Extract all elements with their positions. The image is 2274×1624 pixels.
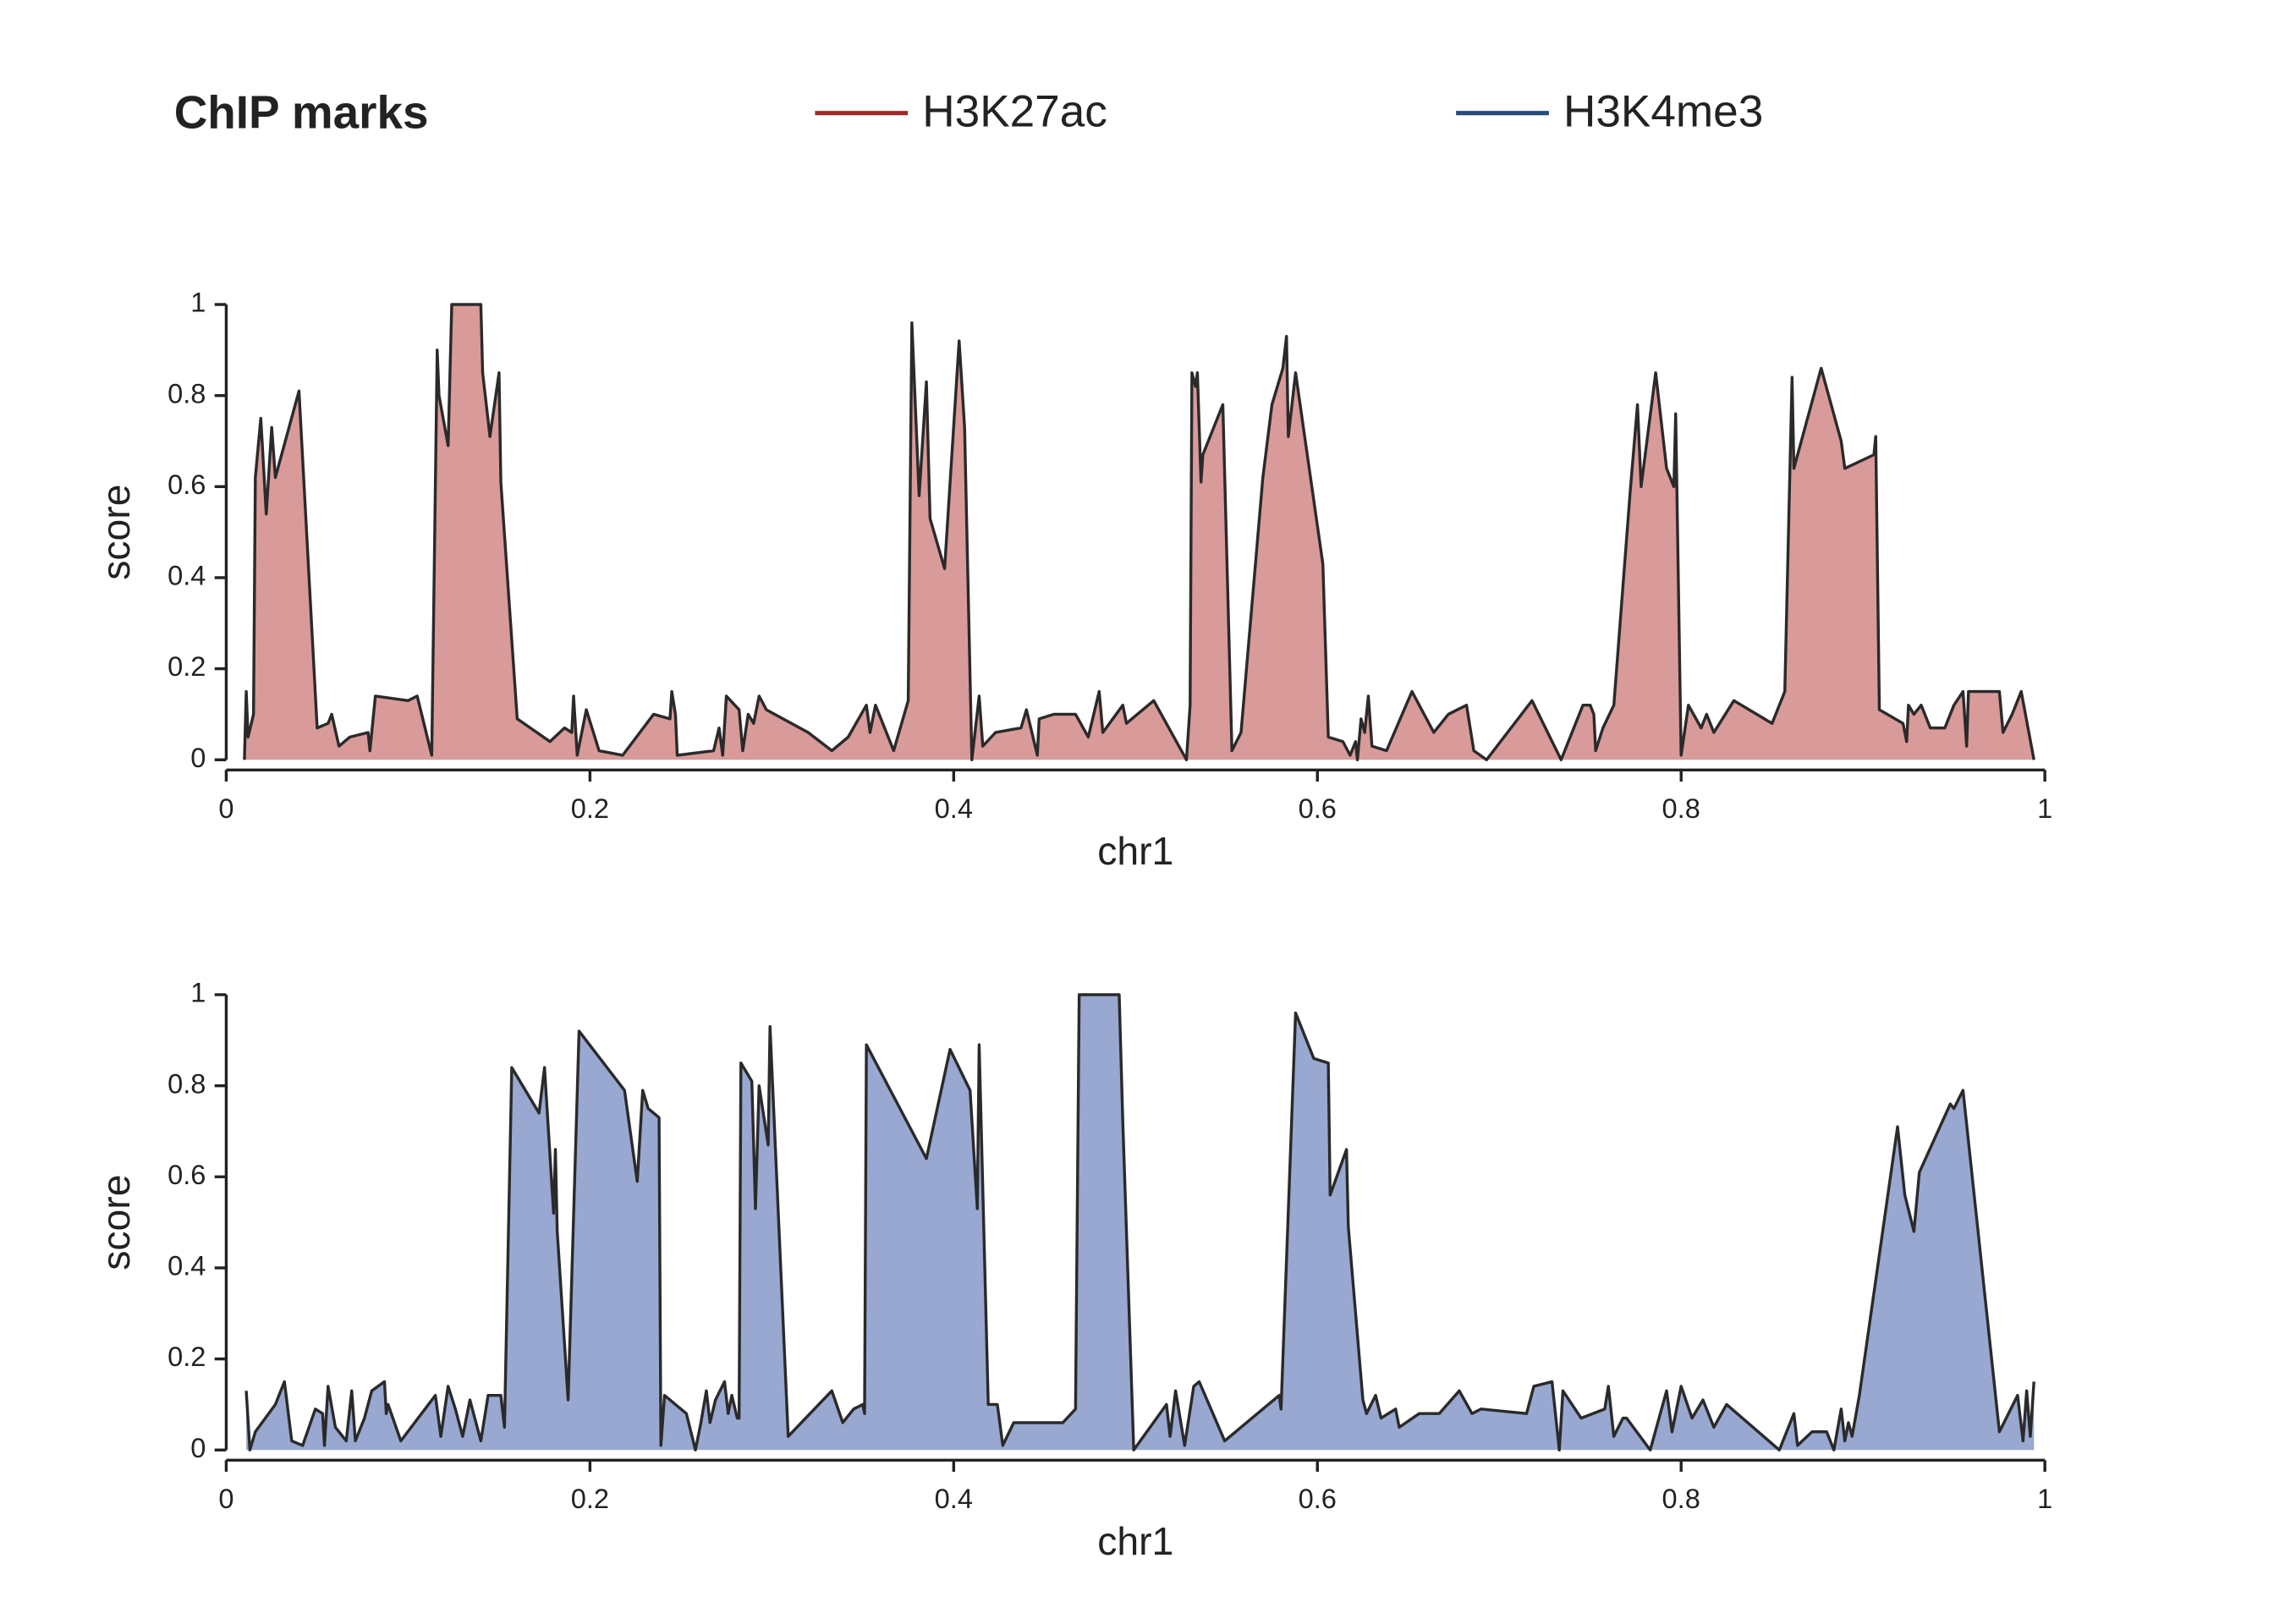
x-tick-label: 1: [2037, 1484, 2052, 1514]
x-tick-label: 0.4: [935, 793, 973, 824]
x-tick-label: 1: [2037, 793, 2052, 824]
y-tick-label: 0.6: [168, 469, 206, 500]
x-axis-label: chr1: [1097, 1519, 1173, 1563]
x-tick-label: 0.2: [571, 793, 609, 824]
x-tick-label: 0.6: [1299, 793, 1337, 824]
y-axis-label: score: [94, 1175, 138, 1270]
y-tick-label: 1: [190, 978, 206, 1008]
x-tick-label: 0: [218, 793, 233, 824]
x-tick-label: 0.2: [571, 1484, 609, 1514]
legend-label: H3K27ac: [922, 86, 1107, 136]
y-tick-label: 0.4: [168, 561, 206, 591]
y-tick-label: 0.2: [168, 1341, 206, 1372]
x-tick-label: 0.8: [1662, 793, 1700, 824]
y-axis-label: score: [94, 485, 138, 580]
y-tick-label: 0.8: [168, 1068, 206, 1099]
area: [246, 995, 2035, 1451]
y-tick-label: 0: [190, 743, 206, 773]
y-tick-label: 0.8: [168, 378, 206, 409]
x-axis-label: chr1: [1097, 829, 1173, 873]
y-tick-label: 0.2: [168, 651, 206, 682]
y-tick-label: 0.6: [168, 1160, 206, 1190]
x-tick-label: 0: [218, 1484, 233, 1514]
area: [244, 304, 2035, 760]
y-tick-label: 0: [190, 1433, 206, 1463]
y-tick-label: 1: [190, 288, 206, 318]
x-tick-label: 0.6: [1299, 1484, 1337, 1514]
x-tick-label: 0.4: [935, 1484, 973, 1514]
area-outline: [244, 993, 2035, 1451]
chart-title: ChIP marks: [174, 86, 429, 139]
legend-label: H3K4me3: [1563, 86, 1763, 136]
y-tick-label: 0.4: [168, 1251, 206, 1281]
x-tick-label: 0.8: [1662, 1484, 1700, 1514]
area-outline: [243, 303, 2035, 761]
